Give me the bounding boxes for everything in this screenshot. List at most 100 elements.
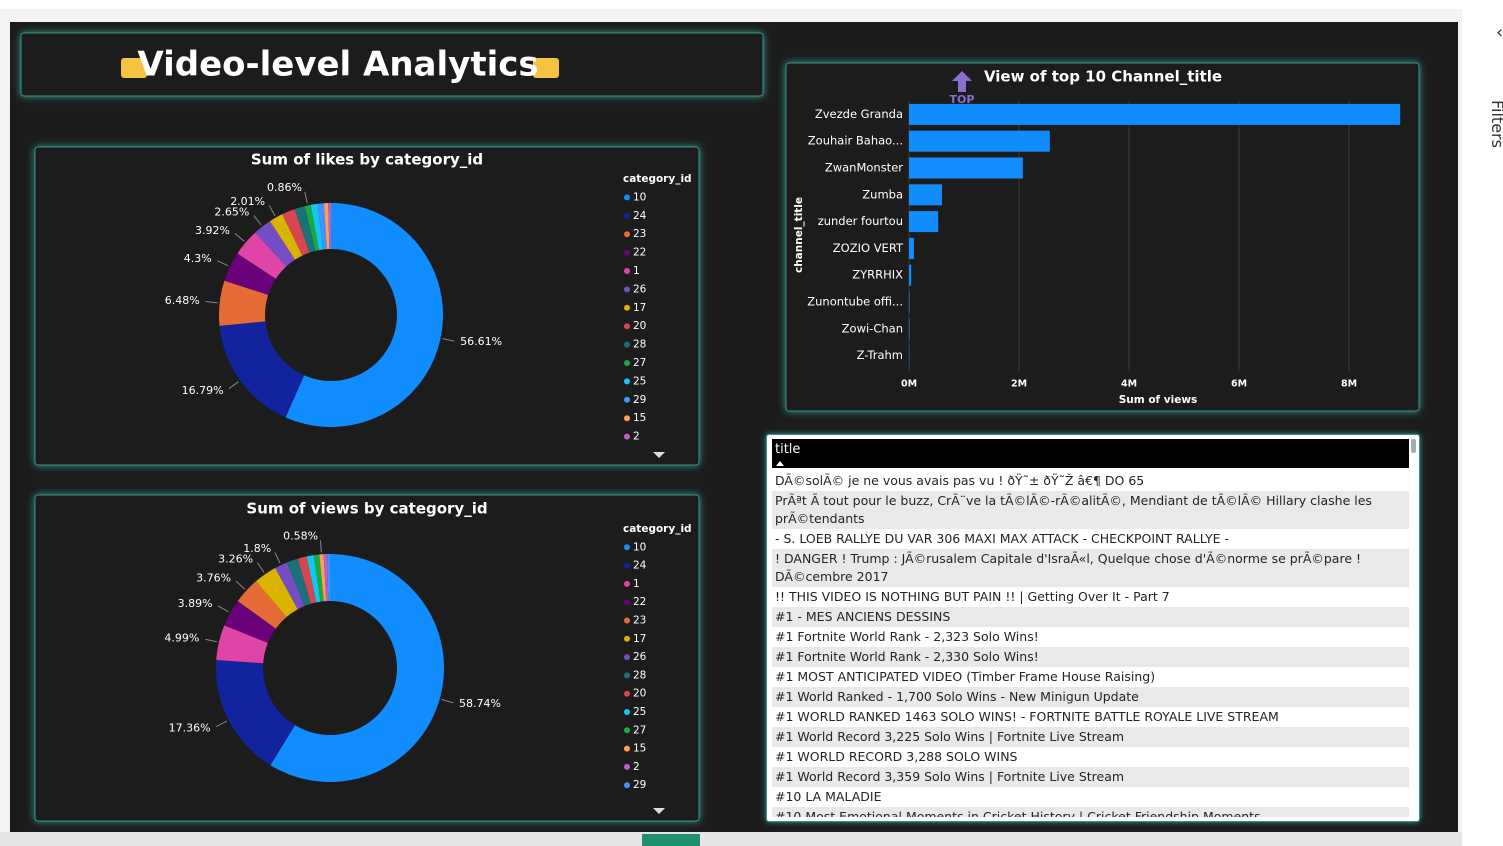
data-label: 58.74% — [459, 697, 501, 710]
top-icon — [952, 71, 972, 92]
data-label: 1.8% — [243, 542, 271, 555]
y-tick-label: Zumba — [862, 187, 903, 201]
y-tick-label: ZOZIO VERT — [833, 241, 904, 255]
legend-label: 26 — [633, 651, 647, 663]
legend-label: 2 — [633, 761, 640, 773]
legend-scroll-arrow — [653, 452, 665, 458]
table-row[interactable]: #1 MOST ANTICIPATED VIDEO (Timber Frame … — [775, 669, 1156, 684]
legend-marker — [624, 782, 630, 789]
legend-label: 15 — [633, 412, 646, 424]
annotation: TOP — [950, 93, 975, 106]
legend-marker — [624, 763, 630, 770]
donut-slice — [216, 660, 295, 766]
donut-slice — [319, 554, 327, 602]
legend-marker — [624, 617, 630, 624]
leader-line — [319, 540, 322, 553]
filters-label[interactable]: Filters — [1488, 100, 1503, 148]
legend-marker — [624, 745, 630, 752]
leader-line — [268, 205, 276, 216]
leader-line — [215, 720, 228, 728]
x-tick-label: 8M — [1341, 379, 1357, 390]
scrollbar[interactable] — [1411, 439, 1416, 453]
legend-label: 15 — [633, 743, 646, 755]
bar — [909, 157, 1023, 179]
table-row[interactable]: PrÃªt Ã tout pour le buzz, CrÃ¨ve la tÃ©… — [772, 491, 1409, 529]
table-row[interactable]: #1 World Ranked - 1,700 Solo Wins - New … — [772, 687, 1409, 707]
legend-marker — [624, 654, 630, 661]
legend-label: 2 — [633, 431, 640, 443]
table-row[interactable]: !! THIS VIDEO IS NOTHING BUT PAIN !! | G… — [775, 589, 1170, 604]
legend-label: 29 — [633, 779, 646, 791]
bar — [909, 237, 914, 259]
y-axis-title: channel_title — [793, 197, 805, 273]
table-row[interactable]: #1 World Record 3,225 Solo Wins | Fortni… — [772, 727, 1409, 747]
data-label: 4.3% — [184, 252, 212, 265]
leader-line — [228, 381, 239, 390]
donut-slice — [219, 280, 269, 326]
legend-label: 27 — [633, 357, 646, 369]
legend-title: category_id — [623, 173, 692, 185]
table-row[interactable]: ! DANGER ! Trump : JÃ©rusalem Capitale d… — [772, 549, 1409, 587]
data-label: 4.99% — [164, 631, 199, 644]
donut-slice — [323, 554, 329, 602]
donut-slice — [313, 554, 324, 602]
legend-marker — [624, 249, 630, 256]
donut-slice — [310, 203, 324, 251]
legend-marker — [624, 323, 630, 330]
active-tab[interactable] — [642, 834, 700, 846]
legend-marker — [624, 212, 630, 219]
leader-line — [253, 215, 262, 226]
leader-line — [205, 301, 218, 304]
table-row[interactable]: #1 Fortnite World Rank - 2,330 Solo Wins… — [772, 647, 1409, 667]
data-label: 2.65% — [214, 205, 249, 218]
table-row[interactable]: #1 WORLD RECORD 3,288 SOLO WINS — [775, 749, 1018, 764]
table-header[interactable]: title — [772, 439, 1409, 468]
legend-marker — [624, 562, 630, 569]
data-label: 56.61% — [460, 335, 502, 348]
leader-line — [441, 699, 454, 704]
legend-label: 23 — [633, 615, 646, 627]
filters-pane[interactable] — [1462, 0, 1503, 846]
y-tick-label: Zouhair Bahao... — [808, 134, 903, 148]
leader-line — [234, 233, 245, 242]
legend-label: 1 — [633, 578, 640, 590]
leader-line — [205, 638, 218, 643]
donut-slice — [294, 206, 316, 253]
table-row[interactable]: #1 World Record 3,359 Solo Wins | Fortni… — [772, 767, 1409, 787]
table-row[interactable]: #10 LA MALADIE — [775, 789, 882, 804]
top-strip — [0, 0, 1503, 9]
legend-marker — [624, 231, 630, 238]
donut-slice — [297, 556, 317, 604]
data-label: 6.48% — [165, 294, 200, 307]
chart-panel — [34, 494, 700, 822]
legend-marker — [624, 599, 630, 606]
table-row[interactable]: #1 Fortnite World Rank - 2,323 Solo Wins… — [775, 629, 1039, 644]
collapse-icon[interactable]: ‹ — [1496, 22, 1503, 43]
legend-label: 24 — [633, 560, 647, 572]
table-row[interactable]: #1 WORLD RANKED 1463 SOLO WINS! - FORTNI… — [775, 709, 1279, 724]
legend-label: 17 — [633, 633, 646, 645]
legend-label: 17 — [633, 302, 646, 314]
table-row[interactable]: #1 - MES ANCIENS DESSINS — [772, 607, 1409, 627]
bar — [909, 264, 912, 286]
donut-slice — [328, 203, 331, 250]
legend-marker — [624, 544, 630, 551]
table-row[interactable]: DÃ©solÃ© je ne vous avais pas vu ! ðŸ˜± … — [775, 473, 1145, 488]
legend-marker — [624, 709, 630, 715]
y-tick-label: zunder fourtou — [818, 214, 903, 228]
legend-marker — [624, 396, 630, 403]
table-row[interactable]: #10 Most Emotional Moments in Cricket Hi… — [772, 807, 1409, 817]
legend-label: 28 — [633, 339, 646, 351]
bar — [909, 130, 1050, 152]
x-tick-label: 6M — [1231, 379, 1247, 390]
donut-slice — [306, 555, 321, 603]
legend-label: 26 — [633, 283, 647, 295]
table-row[interactable]: - S. LOEB RALLYE DU VAR 306 MAXI MAX ATT… — [775, 531, 1230, 546]
donut-slice — [282, 209, 310, 256]
x-tick-label: 0M — [901, 379, 917, 390]
x-axis-title: Sum of views — [1119, 394, 1198, 406]
leader-line — [235, 580, 246, 590]
data-label: 2.01% — [230, 195, 265, 208]
page-tabs — [0, 832, 1462, 846]
